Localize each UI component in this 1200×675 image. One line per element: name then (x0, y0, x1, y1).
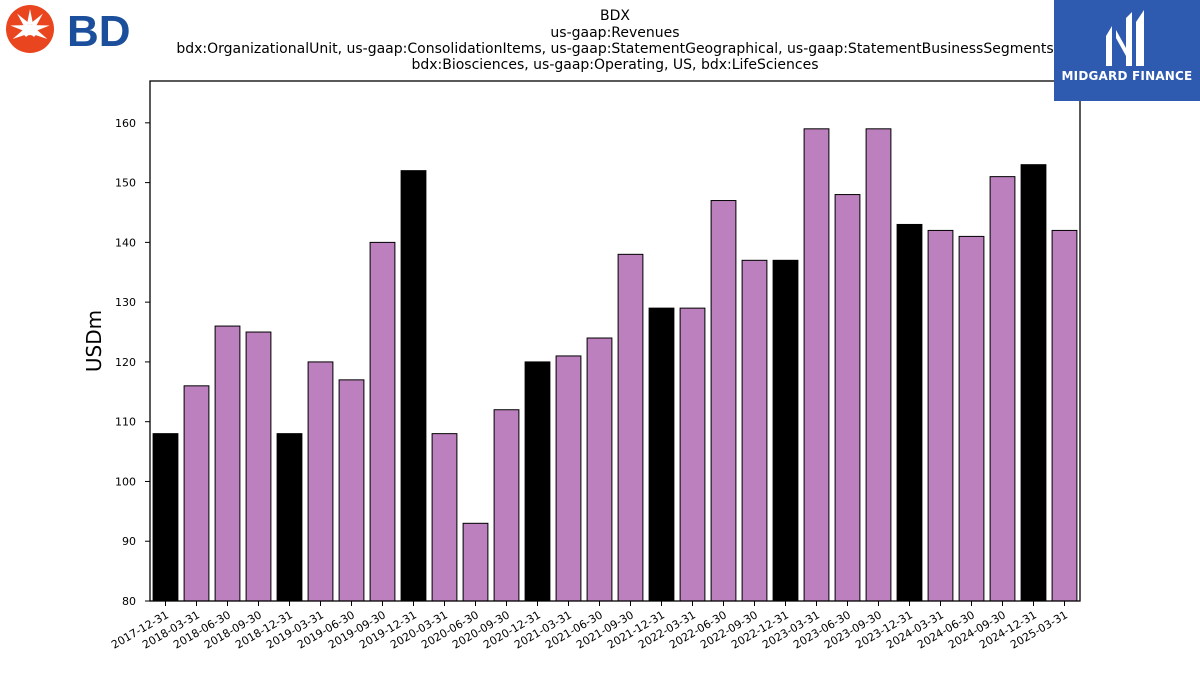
bar (369, 241, 396, 602)
midgard-finance-logo: MIDGARD FINANCE (1054, 0, 1200, 101)
chart-title-line: us-gaap:Revenues (550, 25, 679, 41)
bar (307, 361, 334, 602)
bar (555, 355, 582, 602)
y-tick-label: 160 (115, 117, 136, 130)
bar (989, 176, 1016, 602)
bar (741, 259, 768, 602)
bar (679, 307, 706, 602)
y-tick-label: 100 (115, 475, 136, 488)
bd-logo: BD (5, 4, 145, 56)
y-tick-label: 150 (115, 177, 136, 190)
y-axis-label: USDm (82, 310, 106, 372)
bar (772, 259, 799, 602)
bar (834, 194, 861, 602)
bar (1020, 164, 1047, 602)
bar (245, 331, 272, 602)
bar (803, 128, 830, 602)
y-tick-label: 80 (122, 595, 136, 608)
plot-frame (149, 80, 1081, 602)
bar (338, 379, 365, 602)
y-tick-label: 110 (115, 416, 136, 429)
y-tick-label: 130 (115, 296, 136, 309)
bar (648, 307, 675, 602)
bar (865, 128, 892, 602)
bar (152, 433, 179, 602)
bar (958, 235, 985, 602)
bar (183, 385, 210, 602)
bar (276, 433, 303, 602)
bar (617, 253, 644, 602)
chart-title-line: BDX (600, 8, 630, 24)
bd-starburst-icon (6, 5, 54, 53)
bar (400, 170, 427, 602)
midgard-logo-text: MIDGARD FINANCE (1061, 69, 1193, 83)
bar (586, 337, 613, 602)
chart-title-line: bdx:Biosciences, us-gaap:Operating, US, … (411, 57, 818, 73)
y-tick-label: 140 (115, 236, 136, 249)
bar (896, 223, 923, 602)
bar (214, 325, 241, 602)
y-tick-label: 120 (115, 356, 136, 369)
bar (1051, 229, 1078, 602)
y-tick-label: 90 (122, 535, 136, 548)
bar (927, 229, 954, 602)
bar (462, 522, 489, 602)
chart-title-line: bdx:OrganizationalUnit, us-gaap:Consolid… (176, 41, 1053, 57)
bd-logo-text: BD (67, 7, 131, 56)
bar (431, 433, 458, 602)
bar (493, 409, 520, 602)
bar (710, 200, 737, 602)
midgard-emblem-icon (1106, 10, 1144, 66)
bar (524, 361, 551, 602)
